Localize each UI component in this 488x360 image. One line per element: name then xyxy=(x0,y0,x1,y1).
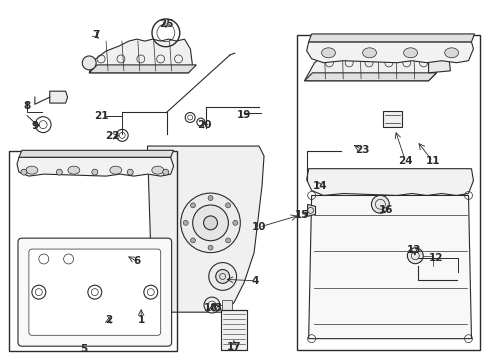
Text: 1: 1 xyxy=(137,315,144,325)
Bar xyxy=(9,151,176,351)
FancyBboxPatch shape xyxy=(29,249,161,335)
Text: 15: 15 xyxy=(294,210,308,220)
Text: 24: 24 xyxy=(397,157,412,166)
Circle shape xyxy=(135,307,147,319)
Polygon shape xyxy=(89,65,196,73)
Circle shape xyxy=(203,216,217,230)
Polygon shape xyxy=(89,39,192,73)
Polygon shape xyxy=(306,42,472,63)
Text: 18: 18 xyxy=(204,303,218,313)
Text: 2: 2 xyxy=(105,315,112,325)
Bar xyxy=(382,111,402,127)
Ellipse shape xyxy=(68,166,80,174)
FancyBboxPatch shape xyxy=(18,238,171,346)
Circle shape xyxy=(192,205,228,241)
Ellipse shape xyxy=(110,166,122,174)
Text: 16: 16 xyxy=(378,205,393,215)
Polygon shape xyxy=(304,43,436,81)
Text: 14: 14 xyxy=(312,181,326,192)
Circle shape xyxy=(21,169,27,175)
Ellipse shape xyxy=(26,166,38,174)
Circle shape xyxy=(127,169,133,175)
Polygon shape xyxy=(306,169,472,195)
Ellipse shape xyxy=(151,166,163,174)
Polygon shape xyxy=(308,34,473,42)
Circle shape xyxy=(127,299,155,327)
Polygon shape xyxy=(105,313,119,319)
Circle shape xyxy=(190,238,195,243)
Ellipse shape xyxy=(362,48,376,58)
Circle shape xyxy=(215,270,229,283)
Text: 13: 13 xyxy=(406,245,421,255)
Circle shape xyxy=(92,169,98,175)
Circle shape xyxy=(119,291,163,335)
Text: 25: 25 xyxy=(158,18,173,28)
Text: 12: 12 xyxy=(428,253,443,263)
Circle shape xyxy=(407,248,423,264)
Circle shape xyxy=(183,220,188,225)
Bar xyxy=(296,35,479,350)
Circle shape xyxy=(232,220,237,225)
Text: 7: 7 xyxy=(92,30,99,40)
Polygon shape xyxy=(50,91,67,103)
Text: 17: 17 xyxy=(226,342,241,352)
Text: 11: 11 xyxy=(425,157,439,166)
Circle shape xyxy=(207,195,213,201)
Polygon shape xyxy=(17,157,173,176)
Circle shape xyxy=(82,56,96,70)
Circle shape xyxy=(163,169,168,175)
Polygon shape xyxy=(308,195,470,339)
Text: 22: 22 xyxy=(105,131,120,141)
Circle shape xyxy=(371,195,388,213)
Polygon shape xyxy=(19,150,173,157)
Text: 4: 4 xyxy=(251,276,258,286)
Circle shape xyxy=(208,262,236,291)
Bar xyxy=(221,310,246,350)
Text: 5: 5 xyxy=(80,343,87,354)
Polygon shape xyxy=(427,53,449,73)
Text: 21: 21 xyxy=(94,111,108,121)
Polygon shape xyxy=(147,146,264,312)
Circle shape xyxy=(225,238,230,243)
Circle shape xyxy=(56,169,62,175)
Text: 6: 6 xyxy=(133,256,140,266)
Text: 19: 19 xyxy=(236,110,250,120)
Text: 3: 3 xyxy=(214,303,221,313)
Circle shape xyxy=(207,245,213,250)
Ellipse shape xyxy=(444,48,458,58)
Ellipse shape xyxy=(403,48,417,58)
Text: 10: 10 xyxy=(251,222,266,232)
Circle shape xyxy=(203,297,220,313)
Text: 9: 9 xyxy=(31,121,39,131)
Circle shape xyxy=(225,203,230,208)
Circle shape xyxy=(190,203,195,208)
Text: 20: 20 xyxy=(197,120,211,130)
Circle shape xyxy=(181,193,240,253)
Text: 8: 8 xyxy=(23,101,31,111)
Ellipse shape xyxy=(321,48,335,58)
Polygon shape xyxy=(307,204,315,216)
Bar xyxy=(222,300,231,310)
Text: 23: 23 xyxy=(354,145,368,155)
Polygon shape xyxy=(304,73,436,81)
